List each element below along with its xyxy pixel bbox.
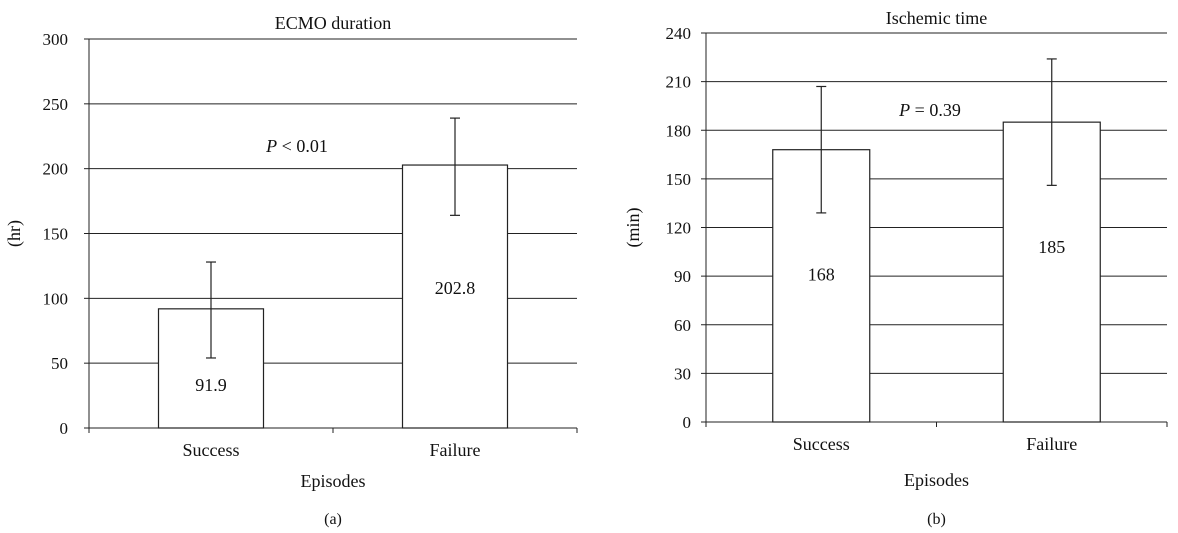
p-value-annotation: P = 0.39 bbox=[898, 100, 961, 120]
bar-value-label: 202.8 bbox=[435, 278, 476, 298]
y-tick-label: 100 bbox=[43, 289, 69, 308]
x-category-label: Success bbox=[793, 434, 850, 454]
p-value-text: = 0.39 bbox=[915, 100, 961, 120]
panel-label: (a) bbox=[324, 511, 342, 528]
chart-b-ischemic-time: 0 30 60 90 120 150 180 210 240 168 Success 185 Failu… bbox=[623, 8, 1168, 528]
bar-value-label: 91.9 bbox=[195, 375, 227, 395]
y-tick-label: 300 bbox=[43, 30, 69, 49]
bar-value-label: 168 bbox=[808, 265, 835, 285]
y-tick-label: 210 bbox=[666, 73, 692, 92]
y-tick-label: 90 bbox=[674, 267, 691, 286]
y-axis-label: (min) bbox=[623, 208, 644, 248]
x-axis-label: Episodes bbox=[301, 471, 366, 491]
chart-title: Ischemic time bbox=[886, 8, 987, 28]
y-tick-label: 0 bbox=[60, 419, 69, 438]
panel-label: (b) bbox=[927, 511, 946, 528]
y-tick-label: 60 bbox=[674, 316, 691, 335]
y-tick-label: 180 bbox=[666, 121, 692, 140]
p-value-annotation: P < 0.01 bbox=[265, 136, 328, 156]
p-symbol: P bbox=[265, 136, 277, 156]
y-tick-label: 150 bbox=[43, 225, 69, 244]
y-tick-label: 0 bbox=[683, 413, 692, 432]
chart-title: ECMO duration bbox=[275, 13, 392, 33]
y-tick-label: 250 bbox=[43, 95, 69, 114]
y-axis-label: (hr) bbox=[4, 220, 25, 247]
chart-a-ecmo-duration: 0 50 100 150 200 250 300 91.9 Success 202.8 Failur… bbox=[4, 13, 578, 528]
x-category-label: Failure bbox=[1026, 434, 1077, 454]
x-category-label: Success bbox=[183, 440, 240, 460]
x-category-label: Failure bbox=[430, 440, 481, 460]
y-tick-label: 50 bbox=[51, 354, 68, 373]
x-axis-label: Episodes bbox=[904, 470, 969, 490]
y-tick-label: 120 bbox=[666, 219, 692, 238]
y-tick-label: 150 bbox=[666, 170, 692, 189]
y-tick-label: 200 bbox=[43, 160, 69, 179]
p-symbol: P bbox=[898, 100, 910, 120]
y-tick-label: 30 bbox=[674, 364, 691, 383]
p-value-text: < 0.01 bbox=[282, 136, 328, 156]
bar-value-label: 185 bbox=[1038, 237, 1065, 257]
y-tick-label: 240 bbox=[666, 24, 692, 43]
